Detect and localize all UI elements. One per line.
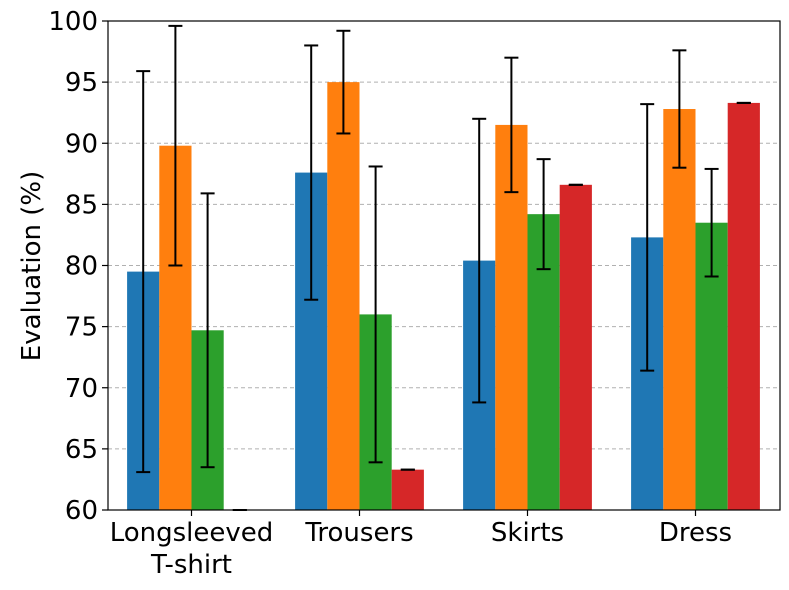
y-tick-label: 90 [65,129,98,159]
bar [559,184,592,510]
bar [327,82,360,510]
x-tick-label: Dress [659,518,732,548]
y-tick-label: 75 [65,313,98,343]
bar [727,102,760,510]
x-tick-label: Skirts [491,518,564,548]
y-tick-label: 100 [48,7,98,37]
bar [663,109,696,511]
bar-layer [127,82,760,511]
y-axis-label: Evaluation (%) [17,171,47,361]
y-tick-label: 60 [65,496,98,526]
errorbar-layer [136,24,751,511]
y-tick-label: 85 [65,190,98,220]
x-tick-label: Longsleeved [110,518,274,548]
x-tick-label: Trousers [304,518,413,548]
x-tick-label-line2: T-shirt [150,550,232,580]
y-tick-layer: 60 65 70 75 80 85 90 95 100 [48,7,108,526]
y-tick-label: 70 [65,374,98,404]
y-tick-label: 80 [65,252,98,282]
bar [391,469,424,510]
y-tick-label: 65 [65,435,98,465]
y-tick-label: 95 [65,68,98,98]
